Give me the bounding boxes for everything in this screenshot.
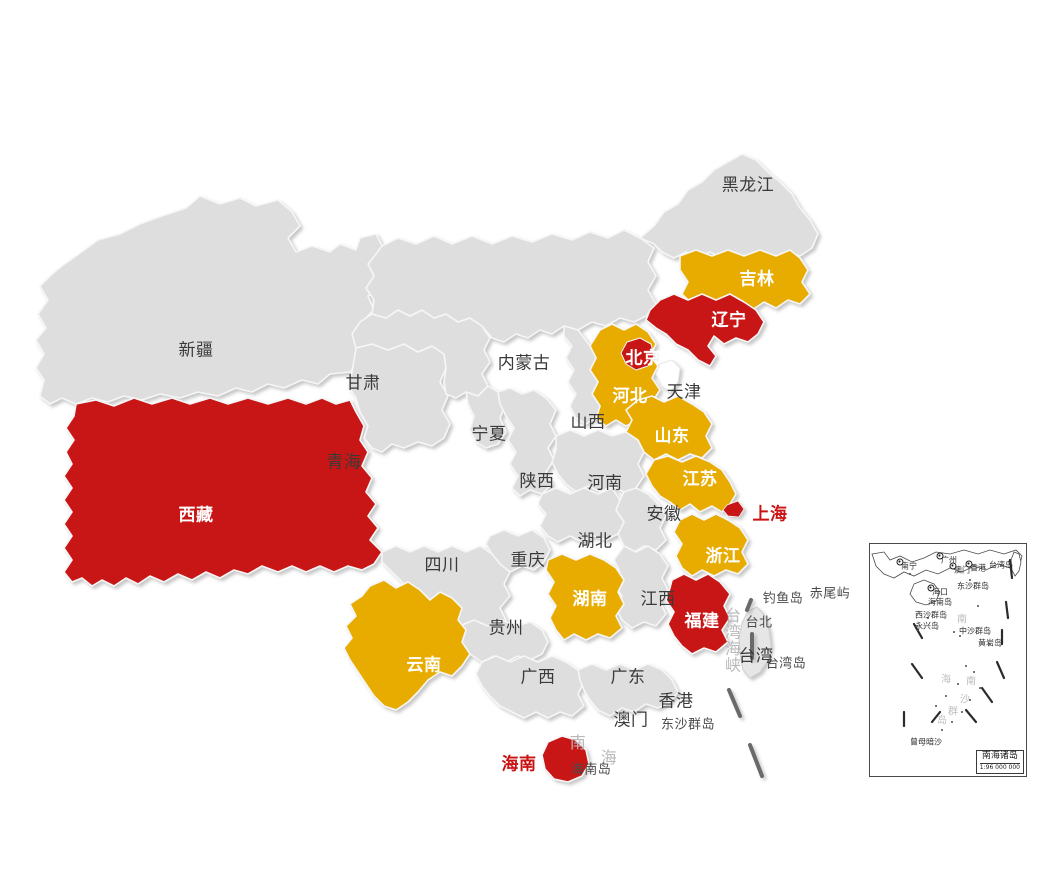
province-jiangsu[interactable] (645, 455, 737, 513)
south-china-sea-inset[interactable]: 南宁 广州 澳门 香港 海口 台湾岛 东沙群岛 海南岛 西沙群岛 永兴岛 中沙群岛 黄岩岛 曾母暗沙南海… (869, 543, 1027, 777)
province-guizhou[interactable] (457, 619, 549, 663)
province-neimenggu[interactable] (365, 229, 657, 343)
province-shaanxi[interactable] (497, 387, 557, 497)
provinces-layer (35, 153, 819, 783)
inset-scale-ratio: 1:96 000 000 (979, 763, 1020, 771)
province-xizang[interactable] (63, 397, 383, 587)
province-shanxi[interactable] (563, 325, 601, 425)
inset-nine-dash-line (902, 558, 1014, 728)
inset-map-svg (871, 549, 1023, 731)
inset-title: 南海诸岛 (979, 751, 1020, 764)
province-henan[interactable] (551, 429, 645, 493)
province-guangxi[interactable] (475, 655, 585, 719)
inset-city-marker-p99996e2f (965, 560, 973, 568)
south-sea-island-marks (727, 598, 764, 778)
province-beijing[interactable] (620, 337, 655, 371)
inset-scale-box: 南海诸岛 1:96 000 000 (975, 750, 1024, 774)
province-ningxia[interactable] (465, 385, 507, 449)
province-heilongjiang[interactable] (639, 153, 819, 259)
inset-city-marker-p53575b81 (896, 558, 904, 566)
inset-hainan-island (909, 579, 941, 606)
province-shanghai[interactable] (722, 500, 745, 518)
inset-mainland (871, 549, 1023, 579)
inset-city-marker-p5e7f5dde (936, 552, 944, 560)
province-xinjiang[interactable] (35, 195, 387, 405)
inset-island-dots (909, 573, 991, 731)
province-hainan[interactable] (541, 735, 590, 783)
province-taiwan[interactable] (738, 606, 772, 679)
province-guangdong[interactable] (577, 663, 679, 717)
province-qinghai[interactable] (347, 343, 451, 453)
province-hunan[interactable] (545, 553, 625, 641)
province-yunnan[interactable] (343, 579, 471, 711)
province-liaoning[interactable] (645, 293, 765, 367)
inset-city-marker-p6fb395e8 (949, 562, 957, 570)
inset-taiwan-island (1010, 551, 1022, 577)
province-fujian[interactable] (665, 573, 731, 655)
province-jiangxi[interactable] (613, 545, 669, 629)
province-hubei[interactable] (537, 487, 625, 543)
province-zhejiang[interactable] (673, 513, 749, 577)
inset-city-marker-p6d7753e3 (927, 584, 935, 592)
province-tianjin[interactable] (655, 359, 681, 393)
